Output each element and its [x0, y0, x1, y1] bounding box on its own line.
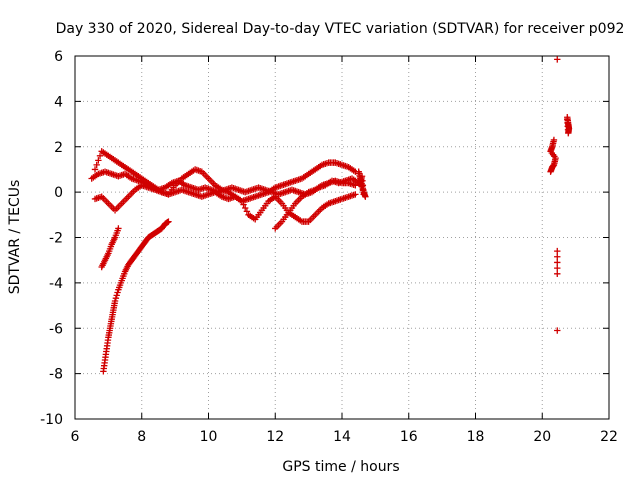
y-tick-label: -6 — [49, 321, 63, 337]
data-point-arc-i — [554, 259, 561, 266]
y-axis-label: SDTVAR / TECUs — [7, 180, 23, 295]
data-point-arc-c — [238, 198, 246, 205]
data-point-arc-i — [554, 247, 561, 255]
data-point-arc-g — [358, 183, 365, 190]
x-tick-label: 22 — [600, 429, 618, 445]
y-tick-label: 6 — [54, 49, 63, 65]
x-axis: 6 8 10 12 14 16 18 20 22 — [71, 56, 618, 445]
data-point-arc-c — [240, 201, 247, 208]
data-point-arc-h — [550, 136, 558, 144]
x-tick-label: 18 — [467, 429, 485, 445]
x-tick-label: 8 — [137, 429, 146, 445]
data-point-arc-g — [360, 191, 367, 198]
data-point-arc-c — [352, 191, 359, 198]
y-tick-label: -2 — [49, 231, 63, 247]
data-point-arc-b — [96, 152, 104, 160]
data-point-arc-c — [243, 208, 251, 215]
y-tick-label: -8 — [49, 367, 63, 383]
x-tick-label: 20 — [533, 429, 551, 445]
data-point-arc-f — [111, 297, 119, 305]
x-tick-label: 16 — [400, 429, 418, 445]
y-tick-label: 4 — [54, 94, 63, 110]
grid — [75, 56, 609, 419]
data-point-arc-i — [554, 253, 561, 260]
y-tick-label: -10 — [40, 412, 63, 428]
data-point-arc-e — [115, 225, 122, 232]
y-tick-label: -4 — [49, 276, 63, 292]
data-point-arc-c — [242, 204, 249, 212]
data-point-arc-b — [95, 157, 102, 164]
x-tick-label: 10 — [200, 429, 218, 445]
data-point-arc-j — [564, 116, 571, 123]
chart-title: Day 330 of 2020, Sidereal Day-to-day VTE… — [56, 21, 625, 37]
data-point-arc-f — [165, 218, 172, 225]
x-tick-label: 6 — [71, 429, 80, 445]
data-point-arc-i — [554, 264, 561, 272]
y-axis: -10 -8 -6 -4 -2 0 2 4 6 — [40, 49, 609, 428]
data-point-arc-f — [114, 289, 121, 296]
y-tick-label: 2 — [54, 140, 63, 156]
x-tick-label: 12 — [266, 429, 284, 445]
data-points — [88, 56, 573, 375]
data-point-arc-d — [352, 182, 359, 189]
x-tick-label: 14 — [333, 429, 351, 445]
y-tick-label: 0 — [54, 185, 63, 201]
data-point-arc-b — [93, 161, 100, 169]
data-point-arc-i — [554, 56, 561, 63]
data-point-arc-f — [113, 292, 120, 299]
data-point-arc-f — [112, 294, 120, 302]
data-point-arc-b — [91, 166, 99, 173]
data-point-arc-i — [554, 270, 561, 277]
data-point-arc-i — [554, 327, 561, 334]
x-axis-label: GPS time / hours — [282, 459, 399, 475]
